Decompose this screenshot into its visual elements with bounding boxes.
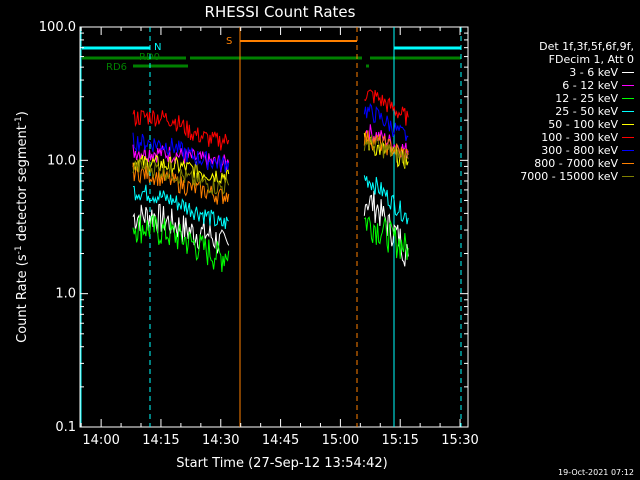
- chart-title: RHESSI Count Rates: [205, 3, 356, 21]
- legend-swatch: [622, 124, 634, 125]
- y-tick-label: 10.0: [47, 153, 76, 168]
- legend-header-line-1: Det 1f,3f,5f,6f,9f,: [539, 40, 634, 53]
- legend-label: 50 - 100 keV: [548, 118, 618, 131]
- series-8: [132, 134, 409, 195]
- legend-label: 12 - 25 keV: [555, 92, 618, 105]
- series-line-segment-1: [132, 132, 230, 173]
- x-tick-label: 14:15: [142, 433, 179, 448]
- legend-swatch: [622, 111, 634, 112]
- legend-item: 100 - 300 keV: [488, 131, 634, 144]
- flag-bars: [82, 40, 461, 68]
- annotation-rd6: RD6: [106, 62, 127, 73]
- series-line-segment-1: [132, 162, 230, 205]
- legend-label: 25 - 50 keV: [555, 105, 618, 118]
- series-line-segment-1: [132, 214, 230, 273]
- x-tick-label: 14:30: [202, 433, 239, 448]
- annotation-s: S: [226, 36, 232, 47]
- x-tick-label: 14:00: [82, 433, 119, 448]
- legend-label: 6 - 12 keV: [562, 79, 618, 92]
- series-6: [132, 103, 409, 173]
- legend-label: 300 - 800 keV: [541, 144, 618, 157]
- legend-item: 7000 - 15000 keV: [488, 170, 634, 183]
- legend-item: 3 - 6 keV: [488, 66, 634, 79]
- series-line-segment-2: [364, 216, 409, 260]
- annotation-n: N: [154, 42, 161, 53]
- legend-swatch: [622, 98, 634, 99]
- series-5: [132, 89, 409, 151]
- series-line-segment-2: [363, 103, 409, 142]
- legend-swatch: [622, 137, 634, 138]
- timestamp: 19-Oct-2021 07:12: [558, 468, 634, 477]
- legend-swatch: [622, 176, 634, 177]
- series-3: [132, 175, 409, 230]
- legend-swatch: [622, 150, 634, 151]
- x-axis-label: Start Time (27-Sep-12 13:54:42): [176, 456, 387, 471]
- x-tick-label: 15:00: [322, 433, 359, 448]
- legend-swatch: [622, 85, 634, 86]
- plot-frame: [79, 26, 469, 428]
- y-tick-label: 1.0: [55, 287, 76, 302]
- axis-ticks: 14:00 14:15 14:30 14:45 15:00 15:15 15:30 0.1 1.…: [39, 20, 479, 448]
- legend-label: 100 - 300 keV: [541, 131, 618, 144]
- legend-header-line-2: FDecim 1, Att 0: [548, 53, 634, 66]
- series-2: [132, 214, 409, 273]
- x-tick-label: 15:30: [441, 433, 478, 448]
- x-tick-label: 14:45: [262, 433, 299, 448]
- legend-item: 800 - 7000 keV: [488, 157, 634, 170]
- legend-item: 6 - 12 keV: [488, 79, 634, 92]
- legend-label: 800 - 7000 keV: [534, 157, 618, 170]
- series-line-segment-1: [132, 158, 230, 195]
- legend-label: 7000 - 15000 keV: [520, 170, 618, 183]
- series-line-segment-2: [364, 89, 409, 126]
- legend-item: 25 - 50 keV: [488, 105, 634, 118]
- legend: Det 1f,3f,5f,6f,9f, FDecim 1, Att 0 3 - …: [488, 40, 634, 183]
- y-tick-label: 0.1: [55, 420, 76, 435]
- x-tick-label: 15:15: [381, 433, 418, 448]
- series-line-segment-2: [363, 134, 409, 168]
- legend-item: 12 - 25 keV: [488, 92, 634, 105]
- legend-label: 3 - 6 keV: [569, 66, 618, 79]
- annotation-rd0: RD0: [139, 52, 160, 63]
- y-axis-label: Count Rate (s-1 detector segment-1): [14, 111, 30, 343]
- series-line-segment-1: [132, 109, 230, 151]
- legend-item: 300 - 800 keV: [488, 144, 634, 157]
- legend-swatch: [622, 163, 634, 164]
- legend-item: 50 - 100 keV: [488, 118, 634, 131]
- legend-swatch: [622, 72, 634, 73]
- series-line-segment-1: [132, 144, 230, 173]
- series-line-segment-1: [132, 184, 229, 230]
- series-line-segment-2: [363, 175, 409, 225]
- y-tick-label: 100.0: [39, 20, 76, 35]
- series-layer: [132, 89, 409, 273]
